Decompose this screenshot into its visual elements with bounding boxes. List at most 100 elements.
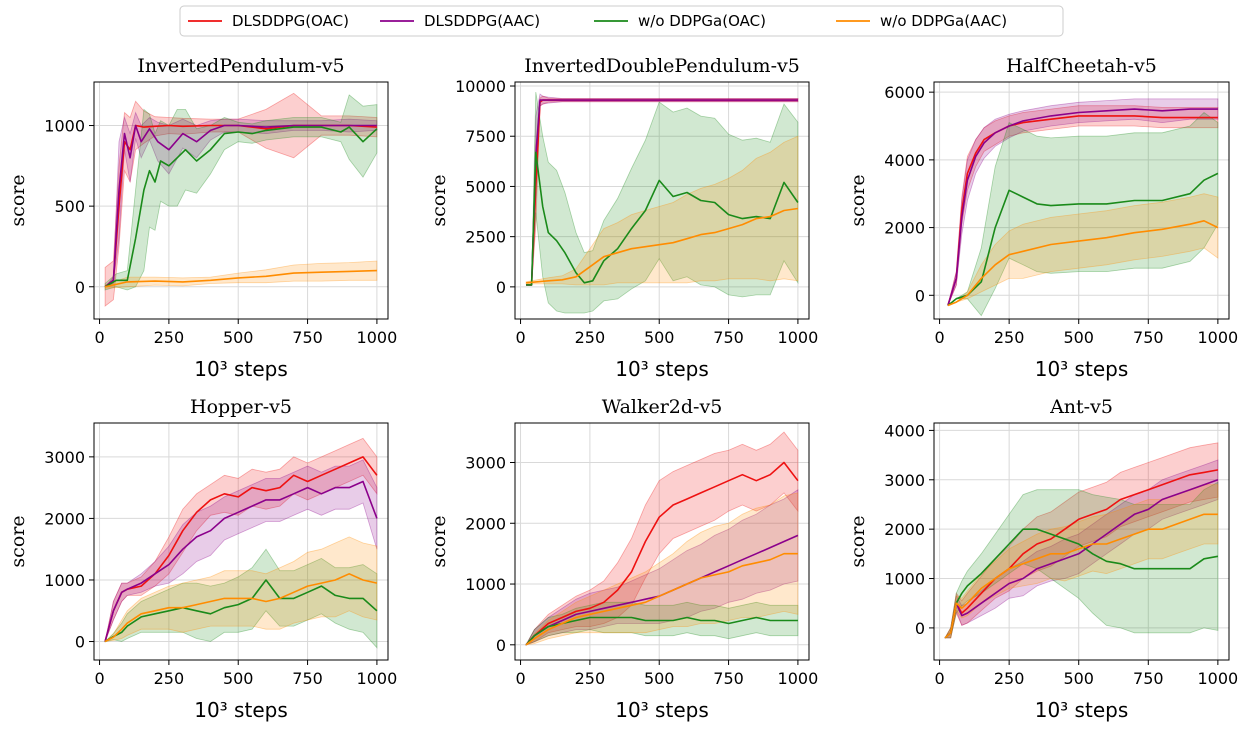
grid — [934, 82, 1229, 319]
series-line-3 — [526, 207, 799, 284]
legend-label-1: DLSDDPG(AAC) — [424, 12, 540, 30]
series-band-2 — [104, 94, 378, 291]
y-tick-label: 2000 — [44, 509, 85, 528]
y-tick-label: 2000 — [884, 219, 925, 238]
legend-label-0: DLSDDPG(OAC) — [232, 12, 349, 30]
legend-entry-1: DLSDDPG(AAC) — [380, 12, 540, 30]
series-band-0 — [104, 437, 378, 642]
y-tick-label: 1000 — [465, 575, 506, 594]
x-tick-label: 1000 — [778, 328, 819, 347]
x-tick-label: 750 — [713, 669, 744, 688]
y-tick-label: 0 — [75, 633, 85, 652]
y-tick-label: 0 — [75, 278, 85, 297]
series-line-3 — [944, 513, 1218, 639]
x-tick-label: 0 — [934, 328, 944, 347]
axes-frame — [514, 81, 810, 320]
x-tick-label: 0 — [94, 328, 104, 347]
x-axis-label: 10³ steps — [194, 698, 288, 722]
series-line-0 — [944, 469, 1219, 639]
series-line-0 — [104, 456, 378, 642]
y-tick-label: 1000 — [44, 571, 85, 590]
x-tick-label: 1000 — [1198, 328, 1239, 347]
x-axis-label: 10³ steps — [615, 698, 709, 722]
series-line-2 — [526, 151, 799, 286]
y-tick-label: 3000 — [884, 471, 925, 490]
series-line-1 — [104, 124, 377, 288]
series-line-2 — [525, 616, 798, 646]
subplot-3: 0 250 500 750 1000 0 1000 2000 3000 Hopper-v5 10³ … — [7, 396, 397, 722]
x-tick-label: 750 — [1133, 328, 1164, 347]
legend: DLSDDPG(OAC) DLSDDPG(AAC) w/o DDPGa(OAC)… — [179, 5, 1064, 37]
series-line-3 — [104, 269, 377, 288]
axes-frame — [93, 81, 389, 320]
x-axis-label: 10³ steps — [1035, 698, 1129, 722]
x-axis-label: 10³ steps — [194, 357, 288, 381]
y-tick-label: 0 — [496, 278, 506, 297]
axes-frame — [933, 81, 1230, 320]
series-line-2 — [104, 579, 378, 643]
x-tick-label: 250 — [154, 669, 185, 688]
x-tick-label: 250 — [994, 328, 1025, 347]
x-tick-label: 750 — [292, 328, 323, 347]
x-tick-label: 250 — [154, 328, 185, 347]
series-band-1 — [944, 459, 1219, 639]
legend-label-3: w/o DDPGa(AAC) — [880, 12, 1007, 30]
x-tick-label: 250 — [575, 669, 606, 688]
y-axis-label: score — [428, 515, 450, 567]
x-tick-label: 750 — [1133, 669, 1164, 688]
y-tick-label: 3000 — [465, 454, 506, 473]
grid — [94, 423, 388, 660]
grid — [934, 423, 1229, 660]
series-line-3 — [525, 552, 798, 646]
axes-frame — [933, 422, 1230, 661]
series-line-0 — [525, 461, 799, 646]
y-tick-label: 3000 — [44, 448, 85, 467]
grid — [515, 82, 809, 319]
y-axis-label: score — [428, 174, 450, 226]
y-tick-label: 4000 — [884, 151, 925, 170]
x-tick-label: 1000 — [1198, 669, 1239, 688]
legend-label-2: w/o DDPGa(OAC) — [638, 12, 766, 30]
x-tick-label: 500 — [223, 669, 254, 688]
y-tick-label: 1000 — [44, 117, 85, 136]
series-line-2 — [947, 172, 1219, 307]
y-tick-label: 7500 — [465, 127, 506, 146]
x-tick-label: 500 — [644, 669, 675, 688]
x-tick-label: 250 — [994, 669, 1025, 688]
y-axis-label: score — [7, 174, 29, 226]
x-tick-label: 1000 — [357, 669, 398, 688]
series-line-1 — [104, 480, 378, 642]
series-line-1 — [947, 108, 1218, 306]
x-tick-label: 500 — [1063, 328, 1094, 347]
legend-entry-3: w/o DDPGa(AAC) — [836, 12, 1007, 30]
x-tick-label: 0 — [515, 669, 525, 688]
subplot-1: 0 250 500 750 1000025005000750010000Inverted… — [428, 55, 818, 381]
y-tick-label: 0 — [915, 286, 925, 305]
x-tick-label: 250 — [575, 328, 606, 347]
x-tick-label: 500 — [223, 328, 254, 347]
x-tick-label: 750 — [713, 328, 744, 347]
x-tick-label: 0 — [515, 328, 525, 347]
x-axis-label: 10³ steps — [1035, 357, 1129, 381]
subplot-5: 0 250 500 750 1000 0 1000 2000 3000 4000 Ant-v5 10³… — [847, 396, 1238, 722]
y-tick-label: 4000 — [884, 421, 925, 440]
x-tick-label: 0 — [94, 669, 104, 688]
y-tick-label: 1000 — [884, 570, 925, 589]
series-line-3 — [947, 220, 1219, 307]
subplot-title: Walker2d-v5 — [602, 396, 723, 418]
subplots: 0 250 500 750 100005001000InvertedPendulum-v… — [7, 55, 1238, 722]
subplot-title: Ant-v5 — [1049, 396, 1113, 418]
y-tick-label: 2000 — [884, 520, 925, 539]
y-axis-label: score — [847, 174, 869, 226]
series-line-3 — [104, 572, 378, 643]
legend-entry-0: DLSDDPG(OAC) — [188, 12, 349, 30]
subplot-title: Hopper-v5 — [190, 396, 292, 418]
x-tick-label: 500 — [1063, 669, 1094, 688]
y-axis-label: score — [847, 515, 869, 567]
x-tick-label: 1000 — [357, 328, 398, 347]
x-tick-label: 0 — [934, 669, 944, 688]
y-tick-label: 5000 — [465, 177, 506, 196]
series-line-2 — [104, 126, 378, 288]
y-tick-label: 500 — [54, 197, 85, 216]
